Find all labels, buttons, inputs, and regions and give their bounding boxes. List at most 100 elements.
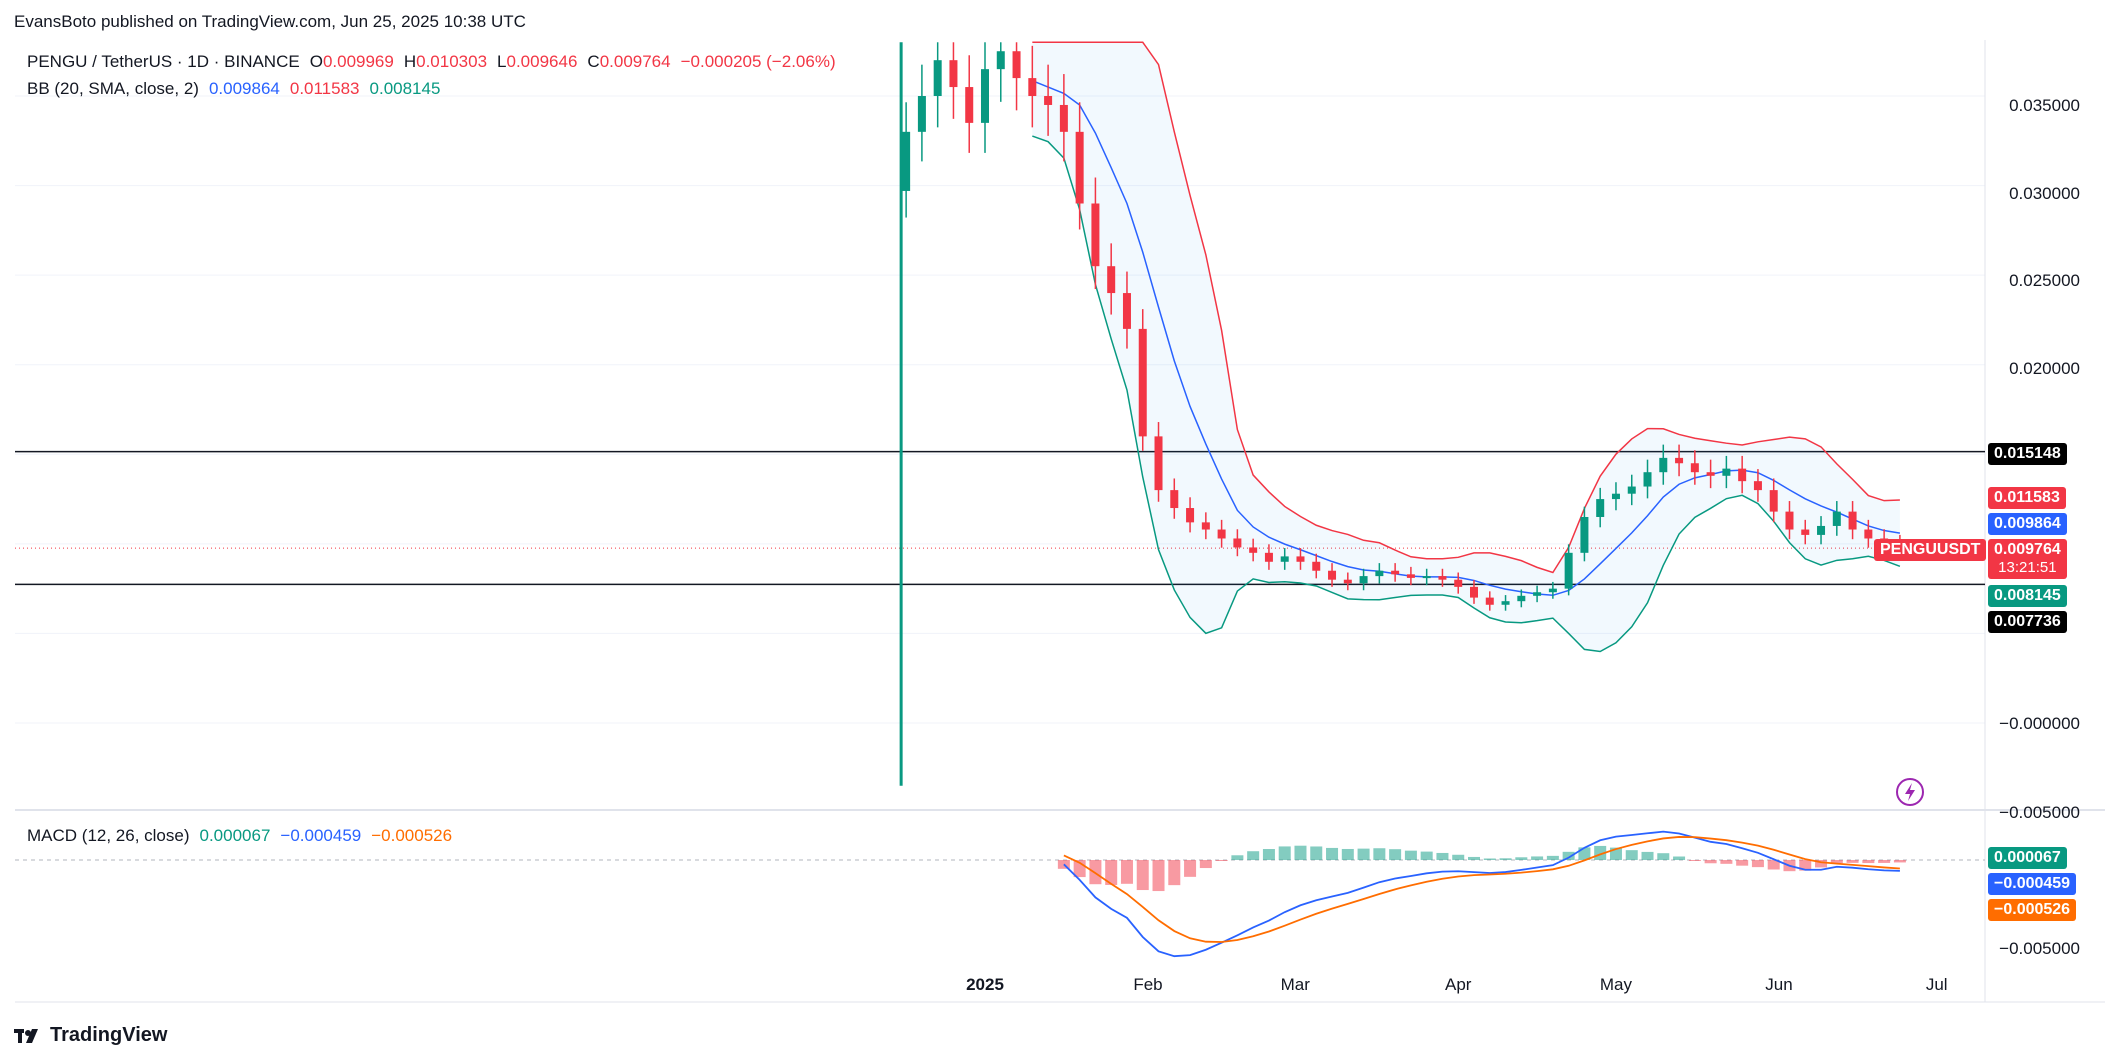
macd-hist-bar xyxy=(1105,860,1118,885)
macd-hist-bar xyxy=(1389,849,1402,860)
candle-body xyxy=(1643,472,1652,487)
candle-body xyxy=(1548,588,1557,593)
macd-hist-bar xyxy=(1420,851,1433,860)
candle-body xyxy=(1249,547,1258,553)
macd-hist-bar xyxy=(1673,856,1686,860)
macd-hist-bar xyxy=(1483,858,1496,860)
macd-legend[interactable]: MACD (12, 26, close) 0.000067 −0.000459 −0.… xyxy=(27,826,453,845)
macd-hist-bar xyxy=(1862,860,1875,864)
candle-body xyxy=(1328,570,1337,580)
bb-upper-line xyxy=(1032,41,1900,574)
lightning-icon[interactable] xyxy=(1896,778,1924,806)
macd-hist-bar xyxy=(1688,860,1701,861)
macd-signal-line xyxy=(1063,836,1900,943)
bb-basis-line xyxy=(1032,79,1901,597)
macd-hist-bar xyxy=(1830,860,1843,864)
macd-hist-bar xyxy=(1751,860,1764,868)
candle-body xyxy=(1690,463,1699,473)
candle-body xyxy=(1580,516,1589,553)
x-tick-label: 2025 xyxy=(966,975,1004,994)
lightning-bolt-icon xyxy=(1905,783,1915,801)
macd-hist-bar xyxy=(1120,860,1133,884)
y-tick-label: 0.020000 xyxy=(2009,359,2080,378)
macd-hist-bar xyxy=(1136,860,1149,891)
macd-hist-bar xyxy=(1231,855,1244,860)
candle-body xyxy=(1817,525,1826,535)
y-tick-label: −0.005000 xyxy=(1999,803,2080,822)
y-tick-label: 0.025000 xyxy=(2009,271,2080,290)
candle-body xyxy=(1091,203,1100,267)
x-tick-label: Apr xyxy=(1445,975,1472,994)
x-tick-label: May xyxy=(1600,975,1633,994)
bb-legend[interactable]: BB (20, SMA, close, 2) 0.009864 0.011583 0.… xyxy=(27,79,441,98)
macd-signal-label: −0.000526 xyxy=(1988,899,2077,921)
macd-line xyxy=(1063,830,1900,958)
candle-body xyxy=(965,87,974,123)
candle-body xyxy=(1533,592,1542,596)
macd-hist-bar xyxy=(1799,860,1812,871)
main-legend: PENGU / TetherUS · 1D · BINANCE O0.009969… xyxy=(27,52,856,72)
macd-hist-bar xyxy=(1278,846,1291,860)
macd-hist-bar xyxy=(1736,860,1749,866)
macd-hist-bar xyxy=(1199,860,1212,869)
candle-body xyxy=(1280,556,1289,562)
candle-body xyxy=(1454,579,1463,587)
candle-body xyxy=(1217,529,1226,539)
candle-body xyxy=(1438,576,1447,580)
tradingview-logo-icon xyxy=(14,1028,38,1043)
y-tick-label: −0.000000 xyxy=(1999,714,2080,733)
candle-body xyxy=(1470,586,1478,598)
macd-hist-bar xyxy=(1341,848,1354,860)
candle-body xyxy=(1517,595,1526,602)
candle-body xyxy=(1785,511,1794,530)
candle-body xyxy=(981,69,989,123)
macd-hist-bar xyxy=(1436,852,1449,860)
candle-body xyxy=(902,131,911,191)
macd-hist-bar xyxy=(1326,847,1339,860)
macd-hist-bar xyxy=(1815,860,1828,868)
macd-hist-bar xyxy=(1468,856,1480,860)
candle-body xyxy=(1564,552,1573,589)
macd-hist-bar xyxy=(1152,860,1165,892)
x-tick-label: Mar xyxy=(1281,975,1311,994)
candle-body xyxy=(1012,51,1021,79)
candle-body xyxy=(917,96,926,132)
candle-body xyxy=(1075,131,1084,204)
candle-body xyxy=(1170,490,1179,509)
macd-hist-bar xyxy=(1310,846,1323,860)
symbol-tag: PENGUUSDT xyxy=(1874,539,1987,561)
candle-body xyxy=(1722,468,1731,476)
level-high-label: 0.015148 xyxy=(1988,443,2067,465)
candle-body xyxy=(1186,508,1195,523)
candle-body xyxy=(1044,96,1053,105)
candle-body xyxy=(1769,490,1778,512)
tradingview-logo[interactable]: TradingView xyxy=(14,1024,167,1047)
candle-body xyxy=(1107,266,1116,294)
macd-hist-bar xyxy=(1215,860,1228,861)
candle-body xyxy=(1296,556,1305,562)
candle-body xyxy=(1485,597,1494,605)
level-low-label: 0.007736 xyxy=(1988,611,2067,633)
candle-body xyxy=(933,60,942,97)
ohlc-values: O0.009969 H0.010303 L0.009646 C0.009764 −0.0… xyxy=(309,52,836,71)
bb-basis-label: 0.009864 xyxy=(1988,513,2067,535)
candle-body xyxy=(1312,561,1321,571)
candle-body xyxy=(1675,457,1684,464)
macd-hist-bar xyxy=(1531,856,1544,860)
x-tick-label: Jun xyxy=(1765,975,1792,994)
candle-body xyxy=(1233,538,1242,548)
candle-body xyxy=(1059,104,1068,132)
macd-hist-bar xyxy=(1767,860,1780,870)
macd-hist-bar xyxy=(1893,860,1906,863)
candle-body xyxy=(1611,493,1620,500)
candle-body xyxy=(949,60,958,88)
candle-body xyxy=(1706,472,1715,476)
candle-body xyxy=(1422,576,1431,579)
macd-hist-bar xyxy=(1294,845,1307,860)
bb-lower-line xyxy=(1032,135,1901,653)
macd-hist-bar xyxy=(1452,854,1465,860)
symbol-label[interactable]: PENGU / TetherUS · 1D · BINANCE xyxy=(27,52,300,71)
candle-body xyxy=(1359,576,1368,584)
y-tick-label: 0.030000 xyxy=(2009,184,2080,203)
